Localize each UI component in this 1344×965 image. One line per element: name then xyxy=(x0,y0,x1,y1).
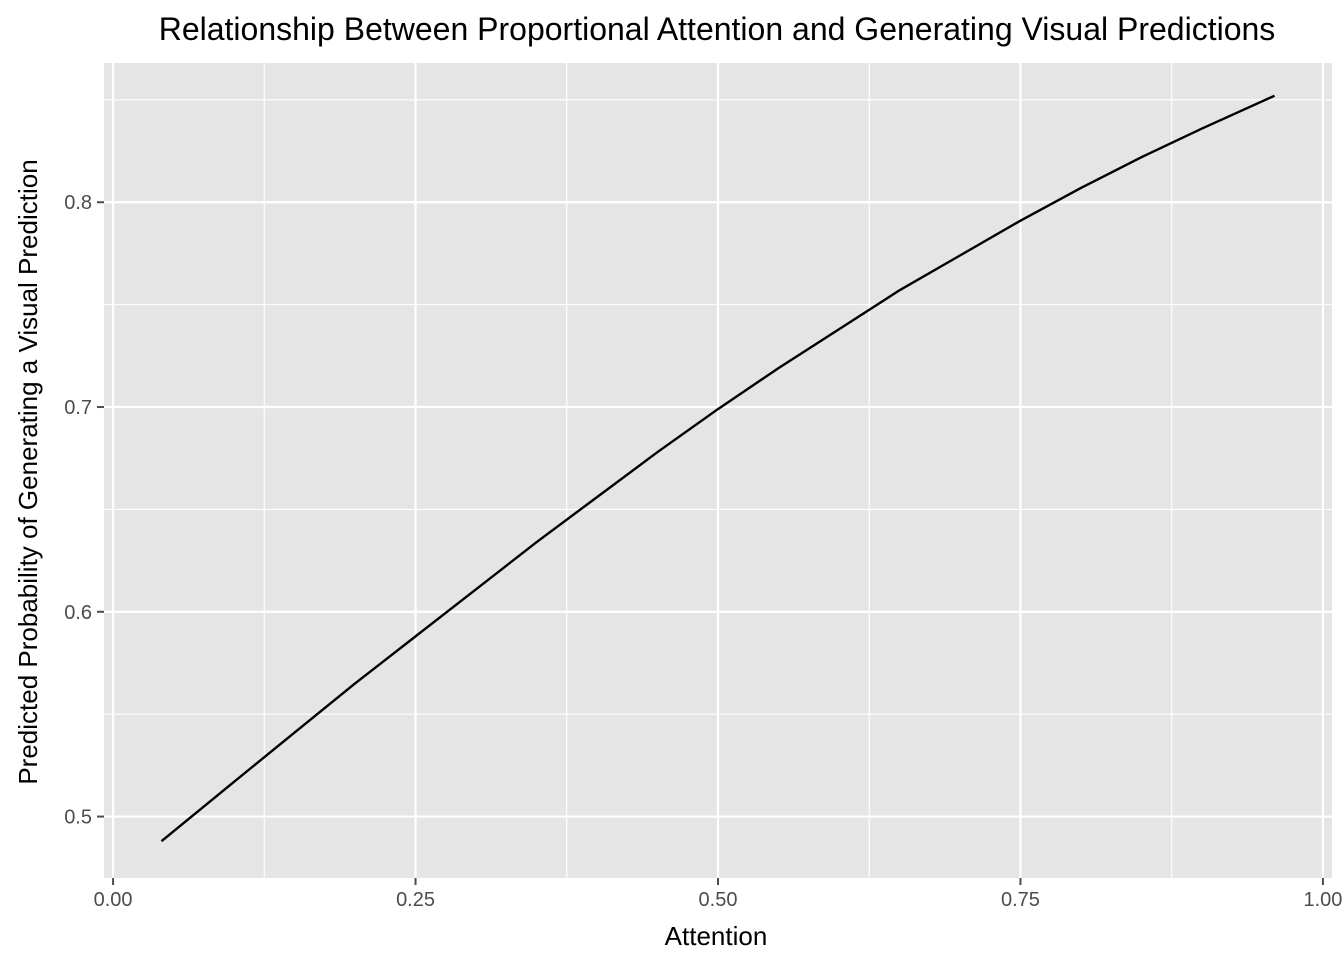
x-tick-label: 0.50 xyxy=(699,889,738,911)
x-tick-labels: 0.00 0.25 0.50 0.75 1.00 xyxy=(94,889,1343,911)
x-tick-label: 1.00 xyxy=(1303,889,1342,911)
series-layer xyxy=(160,94,1276,843)
y-axis-title: Predicted Probability of Generating a Vi… xyxy=(13,159,43,784)
series-line-0 xyxy=(160,94,1276,843)
chart-title: Relationship Between Proportional Attent… xyxy=(159,11,1276,47)
y-tick-labels: 0.5 0.6 0.7 0.8 xyxy=(64,192,92,828)
y-tick-label: 0.8 xyxy=(64,192,92,214)
x-tick-label: 0.25 xyxy=(396,889,435,911)
axis-ticks xyxy=(97,201,1324,885)
y-tick-label: 0.6 xyxy=(64,602,92,624)
x-tick-label: 0.00 xyxy=(94,889,133,911)
y-tick-label: 0.7 xyxy=(64,397,92,419)
major-gridlines xyxy=(104,63,1332,878)
x-axis-title: Attention xyxy=(665,921,768,951)
x-tick-label: 0.75 xyxy=(1001,889,1040,911)
y-tick-label: 0.5 xyxy=(64,807,92,829)
